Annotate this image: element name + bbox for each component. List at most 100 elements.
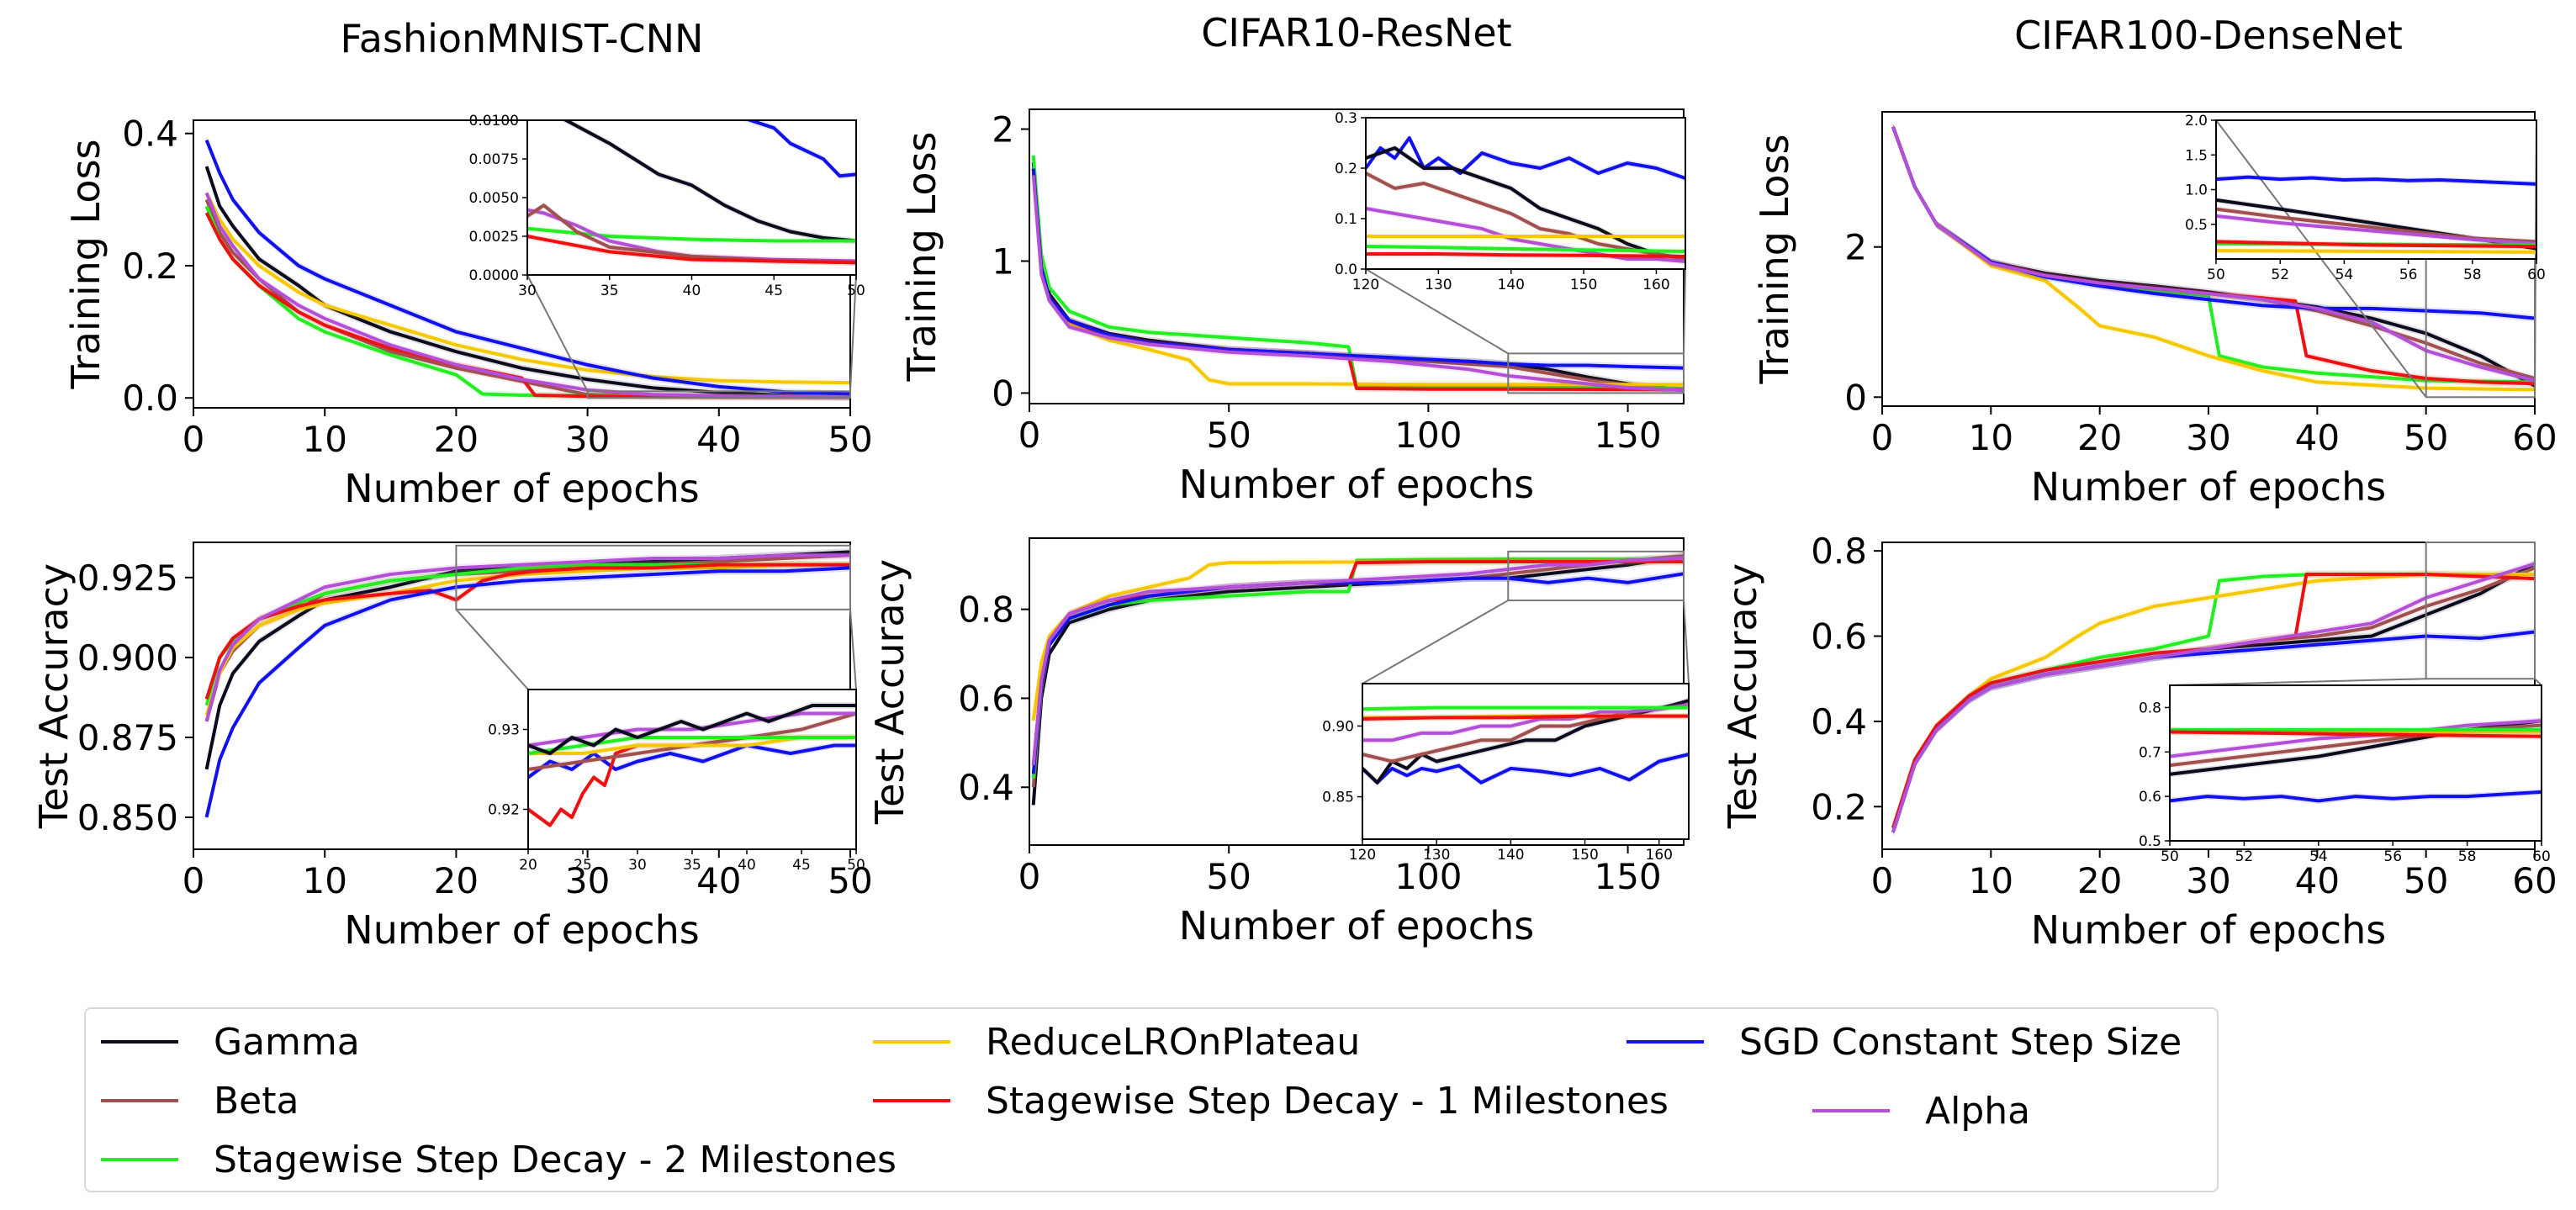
y-tick-label-cifar10-acc: 0.4 (958, 767, 1014, 808)
inset-x-tick-label-fmnist-loss: 45 (764, 283, 783, 299)
inset-y-tick-label-cifar100-loss: 2.0 (2185, 113, 2208, 129)
legend-label-gamma: Gamma (214, 1020, 360, 1064)
cifar100-acc-inset-line-sgd-constant-step-size (2170, 790, 2542, 803)
cifar100-loss-inset-line-alpha (2216, 214, 2536, 246)
inset-x-tick-label-cifar100-acc: 58 (2458, 848, 2477, 865)
y-tick-label-fmnist-loss: 0.2 (122, 246, 178, 287)
zoom-connector-fmnist-acc (455, 609, 529, 690)
legend-swatch-alpha (1812, 1109, 1890, 1112)
legend-label-stagewise-2: Stagewise Step Decay - 2 Milestones (214, 1138, 897, 1181)
y-tick-label-cifar100-loss: 0 (1844, 377, 1867, 418)
inset-bg-cifar100-acc (2170, 685, 2542, 841)
x-axis-label-cifar100-loss: Number of epochs (2031, 464, 2386, 510)
y-tick-label-cifar10-loss: 1 (992, 240, 1014, 282)
inset-x-tick-label-fmnist-acc: 50 (847, 857, 865, 874)
inset-x-tick-label-cifar10-acc: 160 (1646, 847, 1673, 864)
zoom-connector-fmnist-loss (849, 274, 857, 392)
legend-item-stagewise-2: Stagewise Step Decay - 2 Milestones (101, 1139, 897, 1181)
legend-item-gamma: Gamma (101, 1020, 360, 1064)
fmnist-acc-inset-line-stagewise-step-decay-2-milestones (528, 736, 856, 755)
x-tick-label-fmnist-loss: 40 (696, 419, 741, 460)
x-tick-label-fmnist-loss: 10 (302, 419, 346, 460)
x-tick-label-cifar100-loss: 30 (2186, 417, 2230, 458)
cifar100-acc-line-alpha (1891, 562, 2535, 833)
x-tick-label-cifar10-acc: 150 (1594, 856, 1661, 897)
y-tick-label-fmnist-acc: 0.925 (77, 557, 178, 599)
inset-x-tick-label-cifar100-loss: 54 (2335, 267, 2354, 283)
inset-y-tick-label-cifar100-acc: 0.5 (2139, 833, 2161, 850)
fmnist-acc-inset-line-sgd-constant-step-size (528, 743, 856, 779)
inset-y-tick-label-fmnist-loss: 0.0050 (469, 190, 519, 207)
inset-x-tick-label-cifar10-loss: 130 (1425, 277, 1452, 293)
cifar10-acc-line-gamma (1031, 554, 1684, 806)
cifar10-loss-inset-line-stagewise-step-decay-1-milestones (1366, 252, 1685, 258)
cifar10-acc-inset-line-alpha (1362, 703, 1689, 742)
inset-x-tick-label-cifar100-loss: 52 (2271, 267, 2289, 283)
cifar100-loss-inset-line-stagewise-step-decay-1-milestones (2216, 240, 2536, 249)
x-tick-label-cifar10-acc: 0 (1018, 856, 1041, 897)
inset-x-tick-label-cifar100-acc: 54 (2309, 848, 2328, 865)
inset-x-tick-label-fmnist-acc: 40 (738, 857, 756, 874)
fmnist-loss-inset-band-alpha (527, 207, 856, 265)
inset-y-tick-label-cifar100-acc: 0.7 (2139, 744, 2161, 761)
y-tick-label-cifar100-acc: 0.6 (1811, 616, 1867, 658)
inset-x-tick-label-cifar100-acc: 52 (2235, 848, 2254, 865)
inset-x-tick-label-fmnist-acc: 35 (683, 857, 701, 874)
legend-swatch-stagewise-2 (101, 1158, 178, 1161)
legend-item-reducelr: ReduceLROnPlateau (873, 1021, 1360, 1064)
inset-x-tick-label-cifar10-loss: 140 (1498, 277, 1525, 293)
legend-swatch-gamma (101, 1040, 178, 1044)
chart-cifar10-loss: CIFAR10-ResNet 0 50 100 150 0 1 2 Number of epoc… (899, 10, 1686, 507)
cifar10-acc-inset-line-gamma (1362, 699, 1689, 785)
legend-swatch-reducelr (873, 1040, 950, 1044)
zoom-region-cifar10-loss (1507, 352, 1685, 394)
x-tick-label-fmnist-loss: 30 (565, 419, 610, 460)
inset-y-tick-label-cifar10-loss: 0.2 (1335, 161, 1357, 177)
inset-y-tick-label-cifar100-acc: 0.8 (2139, 700, 2161, 716)
cifar10-loss-line-sgd-constant-step-size (1031, 168, 1684, 370)
y-tick-label-fmnist-loss: 0.4 (122, 114, 178, 155)
fmnist-loss-line-reducelronplateau (204, 192, 850, 385)
fmnist-acc-inset-line-alpha (528, 711, 856, 748)
cifar100-loss-inset-line-reducelronplateau (2216, 249, 2536, 254)
y-tick-label-fmnist-acc: 0.875 (77, 717, 178, 758)
zoom-connector-cifar10-loss (1683, 268, 1686, 354)
x-tick-label-fmnist-acc: 20 (434, 860, 479, 901)
legend-swatch-sgd (1627, 1040, 1704, 1044)
cifar10-acc-inset-line-sgd-constant-step-size (1362, 753, 1689, 785)
inset-x-tick-label-fmnist-acc: 45 (792, 857, 811, 874)
y-axis-label-cifar10-acc: Test Accuracy (867, 559, 912, 825)
inset-y-tick-label-cifar10-loss: 0.0 (1335, 262, 1357, 278)
cifar10-acc-inset-line-stagewise-step-decay-1-milestones (1362, 714, 1689, 721)
legend-item-alpha: Alpha (1812, 1090, 2030, 1133)
x-tick-label-cifar100-acc: 30 (2186, 860, 2230, 901)
inset-bg-fmnist-acc (528, 690, 856, 849)
x-tick-label-cifar10-loss: 100 (1394, 415, 1462, 456)
legend-item-beta: Beta (101, 1079, 299, 1123)
fmnist-loss-line-alpha (204, 192, 850, 399)
cifar10-loss-inset-band-alpha (1366, 205, 1685, 265)
x-tick-label-fmnist-loss: 20 (434, 419, 479, 460)
chart-title-fmnist-loss: FashionMNIST-CNN (341, 16, 704, 61)
fmnist-acc-inset-band-gamma (528, 702, 856, 757)
y-tick-label-fmnist-acc: 0.850 (77, 797, 178, 838)
fmnist-loss-inset-line-sgd-constant-step-size (744, 120, 856, 178)
x-tick-label-cifar100-acc: 0 (1871, 860, 1894, 901)
x-tick-label-fmnist-loss: 50 (828, 419, 872, 460)
inset-x-tick-label-cifar100-loss: 58 (2463, 267, 2482, 283)
legend-swatch-beta (101, 1099, 178, 1102)
fmnist-acc-band-reducelronplateau (206, 561, 850, 719)
legend-label-beta: Beta (214, 1079, 299, 1123)
y-tick-label-fmnist-acc: 0.900 (77, 637, 178, 679)
y-tick-label-cifar100-acc: 0.4 (1811, 701, 1867, 742)
cifar10-loss-line-stagewise-step-decay-2-milestones (1031, 155, 1684, 390)
inset-x-tick-label-fmnist-loss: 35 (600, 283, 619, 299)
legend-label-stagewise-1: Stagewise Step Decay - 1 Milestones (986, 1079, 1669, 1123)
cifar100-acc-line-stagewise-step-decay-1-milestones (1891, 573, 2535, 829)
fmnist-loss-inset-line-stagewise-step-decay-1-milestones (527, 235, 856, 265)
x-tick-label-fmnist-acc: 10 (302, 860, 346, 901)
inset-x-tick-label-cifar10-acc: 130 (1423, 847, 1450, 864)
y-tick-label-fmnist-loss: 0.0 (122, 378, 178, 419)
x-tick-label-cifar10-loss: 150 (1594, 415, 1661, 456)
x-tick-label-cifar10-acc: 100 (1394, 856, 1462, 897)
